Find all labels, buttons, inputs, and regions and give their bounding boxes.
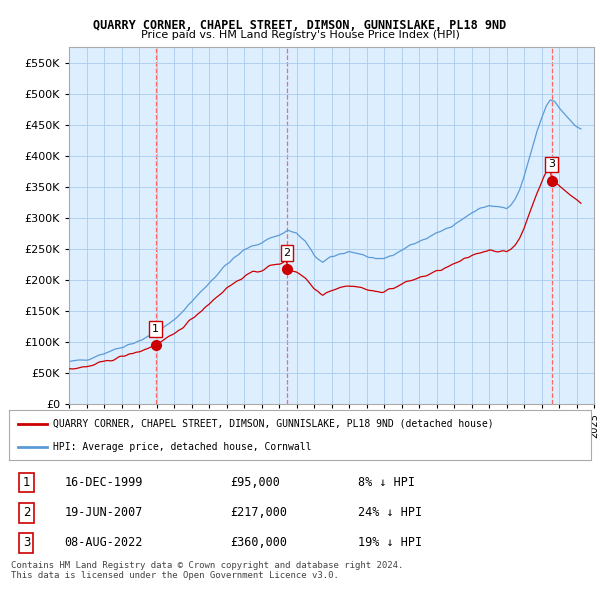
Text: 1: 1 bbox=[152, 324, 159, 334]
Text: 2: 2 bbox=[283, 248, 290, 258]
Text: Price paid vs. HM Land Registry's House Price Index (HPI): Price paid vs. HM Land Registry's House … bbox=[140, 30, 460, 40]
Text: HPI: Average price, detached house, Cornwall: HPI: Average price, detached house, Corn… bbox=[53, 442, 311, 452]
Text: Contains HM Land Registry data © Crown copyright and database right 2024.
This d: Contains HM Land Registry data © Crown c… bbox=[11, 560, 403, 580]
Text: 2: 2 bbox=[23, 506, 30, 519]
Text: 24% ↓ HPI: 24% ↓ HPI bbox=[358, 506, 422, 519]
Text: 3: 3 bbox=[548, 159, 555, 169]
Text: QUARRY CORNER, CHAPEL STREET, DIMSON, GUNNISLAKE, PL18 9ND (detached house): QUARRY CORNER, CHAPEL STREET, DIMSON, GU… bbox=[53, 418, 493, 428]
Text: 3: 3 bbox=[23, 536, 30, 549]
Text: 19% ↓ HPI: 19% ↓ HPI bbox=[358, 536, 422, 549]
Text: £217,000: £217,000 bbox=[230, 506, 287, 519]
Text: 8% ↓ HPI: 8% ↓ HPI bbox=[358, 476, 415, 489]
Text: 1: 1 bbox=[23, 476, 30, 489]
Text: 08-AUG-2022: 08-AUG-2022 bbox=[64, 536, 143, 549]
Text: 16-DEC-1999: 16-DEC-1999 bbox=[64, 476, 143, 489]
Text: QUARRY CORNER, CHAPEL STREET, DIMSON, GUNNISLAKE, PL18 9ND: QUARRY CORNER, CHAPEL STREET, DIMSON, GU… bbox=[94, 19, 506, 32]
Text: 19-JUN-2007: 19-JUN-2007 bbox=[64, 506, 143, 519]
Text: £360,000: £360,000 bbox=[230, 536, 287, 549]
Text: £95,000: £95,000 bbox=[230, 476, 280, 489]
